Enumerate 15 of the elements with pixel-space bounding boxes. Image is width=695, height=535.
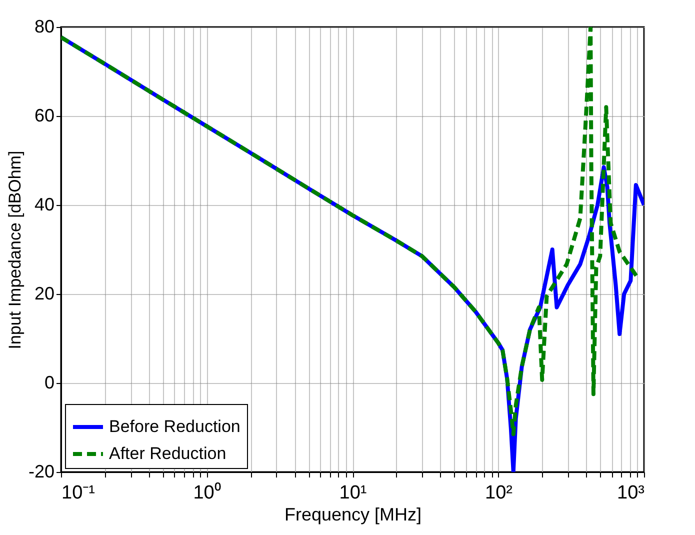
y-axis-title: Input Impedance [dBOhm] — [5, 150, 24, 350]
y-tick-label: -20 — [28, 462, 54, 482]
y-tick-label: 20 — [34, 284, 54, 304]
legend-label: After Reduction — [109, 444, 226, 463]
y-tick-label: 0 — [44, 372, 54, 392]
x-tick-label: 10² — [485, 482, 512, 504]
x-tick-label: 10⁻¹ — [62, 482, 95, 504]
y-tick-label: 60 — [34, 106, 54, 126]
x-tick-label: 10³ — [617, 482, 644, 504]
x-tick-label: 10⁰ — [193, 482, 222, 504]
y-tick-label: 80 — [34, 16, 54, 36]
y-tick-label: 40 — [34, 194, 54, 214]
legend-label: Before Reduction — [109, 417, 240, 436]
x-tick-label: 10¹ — [339, 482, 367, 504]
x-axis-title: Frequency [MHz] — [284, 504, 422, 524]
